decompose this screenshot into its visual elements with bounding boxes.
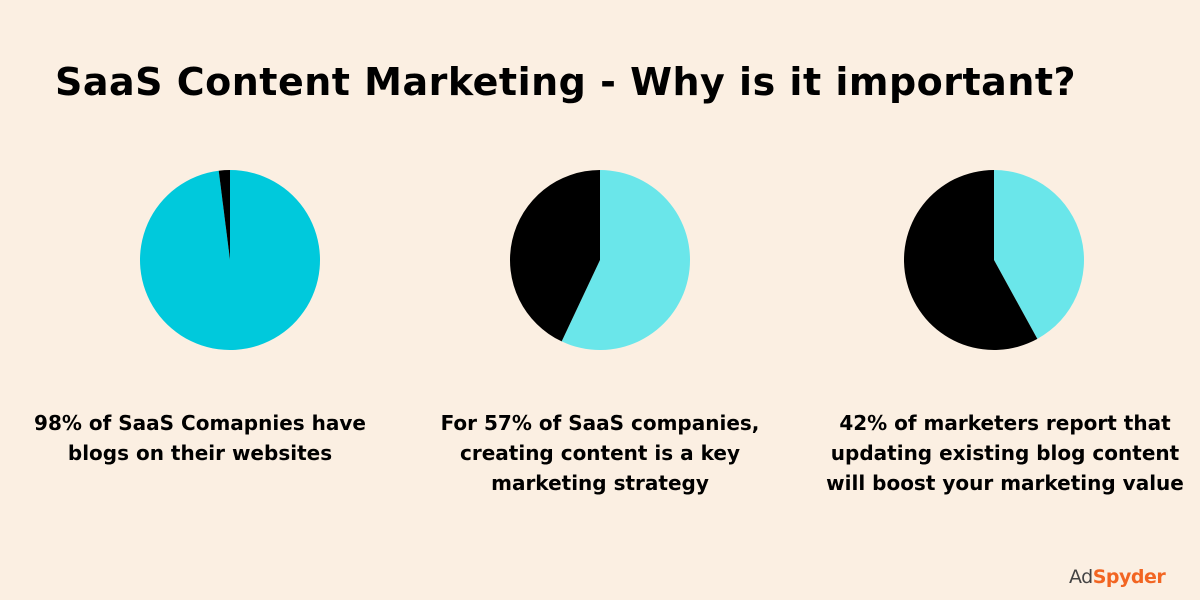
page-title: SaaS Content Marketing - Why is it impor… <box>55 60 1077 104</box>
pie-2-slice-1 <box>561 170 690 351</box>
pie-2-slice-2 <box>510 170 600 342</box>
pie-3-slice-2 <box>904 170 1038 350</box>
caption-3: 42% of marketers report that updating ex… <box>826 411 1184 495</box>
caption-1: 98% of SaaS Comapnies have blogs on thei… <box>34 411 366 465</box>
pie-3-slice-1 <box>994 170 1085 339</box>
logo-part-2: Spyder <box>1092 566 1166 588</box>
logo-part-1: Ad <box>1069 566 1093 588</box>
caption-2: For 57% of SaaS companies, creating cont… <box>440 411 760 495</box>
pie-1-slice-1 <box>139 170 320 350</box>
pie-1-slice-2 <box>218 170 230 260</box>
adspyder-logo: AdSpyder <box>1069 566 1166 588</box>
